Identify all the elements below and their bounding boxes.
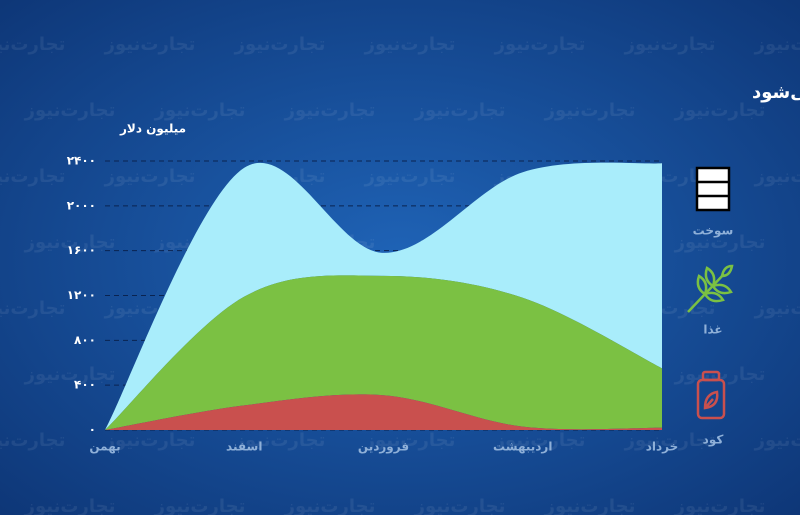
legend-label: کود: [703, 433, 724, 448]
watermark: تجارت‌نیوز: [414, 496, 506, 515]
watermark: تجارت‌نیوز: [674, 496, 766, 515]
watermark: تجارت‌نیوز: [0, 166, 65, 187]
area: [105, 162, 662, 431]
watermark: تجارت‌نیوز: [754, 166, 800, 187]
fuel-icon: [695, 166, 731, 212]
y-axis-label: میلیون دلار: [119, 122, 186, 137]
watermark: تجارت‌نیوز: [624, 430, 716, 451]
watermark: تجارت‌نیوز: [0, 298, 65, 319]
x-tick-label: اسفند: [226, 440, 262, 454]
y-tick-label: ۱۶۰۰: [67, 243, 96, 257]
watermark: تجارت‌نیوز: [754, 34, 800, 55]
watermark: تجارت‌نیوز: [624, 34, 716, 55]
watermark: تجارت‌نیوز: [364, 34, 456, 55]
watermark: تجارت‌نیوز: [674, 100, 766, 121]
watermark: تجارت‌نیوز: [154, 100, 246, 121]
y-tick-label: ۸۰۰: [74, 333, 96, 347]
watermark: تجارت‌نیوز: [24, 496, 116, 515]
watermark: تجارت‌نیوز: [544, 100, 636, 121]
x-tick-label: خرداد: [646, 440, 679, 454]
watermark: تجارت‌نیوز: [414, 100, 506, 121]
area: [105, 275, 662, 430]
x-tick-label: بهمن: [89, 440, 120, 454]
watermark: تجارت‌نیوز: [284, 100, 376, 121]
legend-label: سوخت: [693, 224, 734, 239]
watermark: تجارت‌نیوز: [24, 100, 116, 121]
watermark: تجارت‌نیوز: [364, 430, 456, 451]
food-icon: [687, 264, 734, 313]
watermark: تجارت‌نیوز: [104, 34, 196, 55]
legend-icons: [687, 166, 734, 420]
watermark: تجارت‌نیوز: [754, 298, 800, 319]
legend-label: غذا: [703, 323, 722, 337]
y-tick-label: ۴۰۰: [74, 378, 96, 392]
watermark: تجارت‌نیوز: [24, 364, 116, 385]
plot: ۰ ۴۰۰ ۸۰۰ ۱۲۰۰ ۱۶۰۰ ۲۰۰۰ ۲۴۰۰ بهمن اسفند فروردین ا…: [67, 154, 679, 455]
x-tick-label: اردیبهشت: [493, 440, 552, 454]
watermark: تجارت‌نیوز: [234, 34, 326, 55]
watermark: تجارت‌نیوز: [674, 232, 766, 253]
watermark: تجارت‌نیوز: [104, 166, 196, 187]
x-tick-label: فروردین: [358, 440, 409, 455]
watermark: تجارت‌نیوز: [234, 430, 326, 451]
y-tick-label: ۱۲۰۰: [67, 288, 96, 302]
y-tick-label: ۰: [89, 423, 96, 437]
watermark: تجارت‌نیوز: [0, 430, 65, 451]
watermark: تجارت‌نیوز: [494, 430, 586, 451]
area: [105, 394, 662, 430]
watermark: تجارت‌نیوز: [754, 430, 800, 451]
watermark: تجارت‌نیوز: [544, 496, 636, 515]
watermark: تجارت‌نیوز: [364, 166, 456, 187]
watermark: تجارت‌نیوز: [494, 34, 586, 55]
watermark: تجارت‌نیوز: [104, 430, 196, 451]
watermark: تجارت‌نیوز: [154, 496, 246, 515]
watermark: تجارت‌نیوز: [0, 34, 65, 55]
watermark: تجارت‌نیوز: [24, 232, 116, 253]
chart-title: جنگ منجر به افزایش کسری تجاری کالاهای ان…: [752, 80, 800, 103]
y-tick-label: ۲۰۰۰: [67, 198, 96, 212]
watermark: تجارت‌نیوز: [284, 496, 376, 515]
y-tick-label: ۲۴۰۰: [67, 154, 96, 168]
fertilizer-icon: [696, 370, 726, 420]
